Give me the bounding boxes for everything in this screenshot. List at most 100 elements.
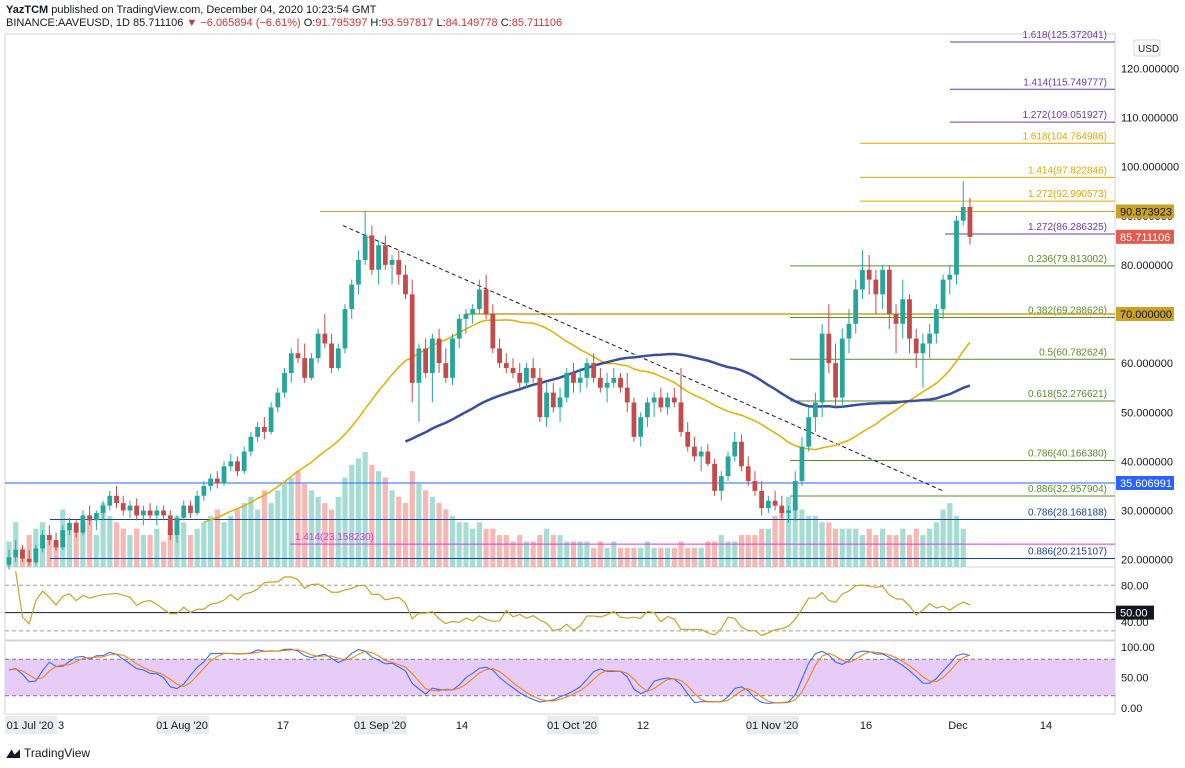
candle <box>376 240 381 285</box>
candle-body <box>302 358 308 378</box>
candle <box>396 250 402 285</box>
candle <box>20 544 25 563</box>
volume-bar <box>859 535 866 567</box>
price-tick-label: 20.000000 <box>1121 555 1173 567</box>
time-axis-label: Dec <box>948 720 968 732</box>
volume-bar <box>510 541 516 567</box>
low-value: 84.149778 <box>445 17 498 29</box>
volume-bar <box>369 464 375 567</box>
candle-body <box>288 353 294 373</box>
candle-body <box>873 279 879 295</box>
candle-body <box>456 318 462 339</box>
candle <box>429 333 435 403</box>
candle <box>329 333 334 373</box>
candle-body <box>920 343 926 354</box>
volume-bar <box>927 528 933 567</box>
candle <box>638 412 644 447</box>
volume-bar <box>732 541 738 567</box>
candle <box>913 328 919 369</box>
candle-body <box>315 333 321 359</box>
fib-level-label: 0.5(60.782624) <box>1039 347 1107 358</box>
stoch-tick-label: 100.00 <box>1121 642 1155 654</box>
candle-body <box>107 495 113 506</box>
volume-bar <box>611 541 617 567</box>
candle-body <box>933 309 939 334</box>
volume-bar <box>678 541 684 567</box>
candle <box>692 436 697 462</box>
time-axis-label: 16 <box>860 720 872 732</box>
candle <box>127 500 133 518</box>
candle-body <box>241 451 247 472</box>
time-axis-label: 01 Nov '20 <box>746 720 798 732</box>
candle <box>920 333 926 388</box>
last-price: 85.711106 <box>132 17 184 29</box>
candle-body <box>524 368 529 383</box>
candle-body <box>806 417 812 447</box>
volume-bar <box>839 528 845 567</box>
volume-bar <box>80 522 86 567</box>
candle <box>631 397 637 442</box>
candle-body <box>497 348 502 364</box>
volume-bar <box>577 541 583 567</box>
candle-body <box>792 481 798 511</box>
candle <box>718 471 724 501</box>
volume-bar <box>866 528 872 567</box>
price-tick-label: 80.000000 <box>1121 260 1173 272</box>
rsi-tick-label: 40.00 <box>1121 617 1149 629</box>
candle-body <box>537 377 543 418</box>
candle-body <box>228 461 234 467</box>
symbol[interactable]: BINANCE:AAVEUSD, 1D <box>6 17 130 29</box>
fib-level-label: 1.618(104.764986) <box>1022 131 1107 142</box>
candle-body <box>429 338 435 373</box>
candle <box>752 471 758 496</box>
candle <box>235 456 240 477</box>
candle <box>40 530 45 553</box>
volume-bar <box>429 496 435 567</box>
volume-bar <box>93 535 99 567</box>
candle-body <box>927 333 933 344</box>
volume-bar <box>328 509 335 567</box>
candle-body <box>342 309 348 349</box>
volume-bar <box>651 547 657 567</box>
candle-body <box>725 456 731 477</box>
candle-body <box>73 522 79 533</box>
candle-body <box>685 431 691 447</box>
price-tick-label: 30.000000 <box>1121 506 1173 518</box>
candle-body <box>745 466 751 482</box>
rsi-tick-label: 80.00 <box>1121 580 1149 592</box>
ohlc-header: BINANCE:AAVEUSD, 1D 85.711106 ▼ −6.06589… <box>6 17 562 29</box>
tradingview-footer: TradingView <box>6 746 90 760</box>
volume-bar <box>261 490 267 567</box>
candle <box>873 269 879 315</box>
author-name[interactable]: YazTCM <box>6 4 49 16</box>
candle-body <box>470 309 476 315</box>
volume-bar <box>66 528 73 567</box>
volume-bar <box>194 528 200 567</box>
volume-bar <box>685 547 691 567</box>
candle-body <box>423 348 429 373</box>
candle-body <box>329 343 334 369</box>
volume-bar <box>826 522 832 567</box>
volume-bar <box>691 547 698 567</box>
candle <box>571 363 576 393</box>
candle <box>73 520 79 538</box>
candle <box>799 436 805 486</box>
time-label-box <box>157 716 209 734</box>
volume-bar <box>886 535 892 567</box>
candle-body <box>114 495 119 504</box>
candle <box>779 495 785 518</box>
candle-body <box>544 392 549 418</box>
candle-body <box>813 402 818 418</box>
candle <box>93 510 99 531</box>
candle-body <box>463 314 469 319</box>
candle-body <box>87 515 93 521</box>
candle <box>248 431 254 457</box>
candle <box>470 304 476 324</box>
candle <box>60 525 66 550</box>
candle <box>611 368 617 388</box>
candle <box>813 392 818 432</box>
price-tick-label: 50.000000 <box>1121 407 1173 419</box>
candle <box>100 500 106 521</box>
time-axis-label: 14 <box>1040 720 1052 732</box>
